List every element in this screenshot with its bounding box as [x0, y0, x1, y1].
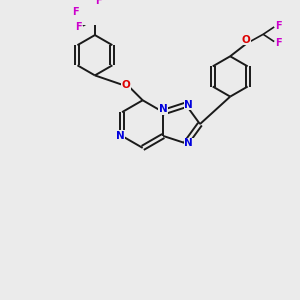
- Text: N: N: [116, 131, 124, 141]
- Text: F: F: [275, 38, 282, 47]
- Text: N: N: [184, 100, 193, 110]
- Text: F: F: [95, 0, 102, 6]
- Text: O: O: [242, 35, 250, 45]
- Text: O: O: [122, 80, 130, 90]
- Text: N: N: [184, 138, 193, 148]
- Text: F: F: [72, 7, 79, 17]
- Text: N: N: [159, 104, 168, 114]
- Text: F: F: [75, 22, 82, 32]
- Text: F: F: [275, 21, 282, 31]
